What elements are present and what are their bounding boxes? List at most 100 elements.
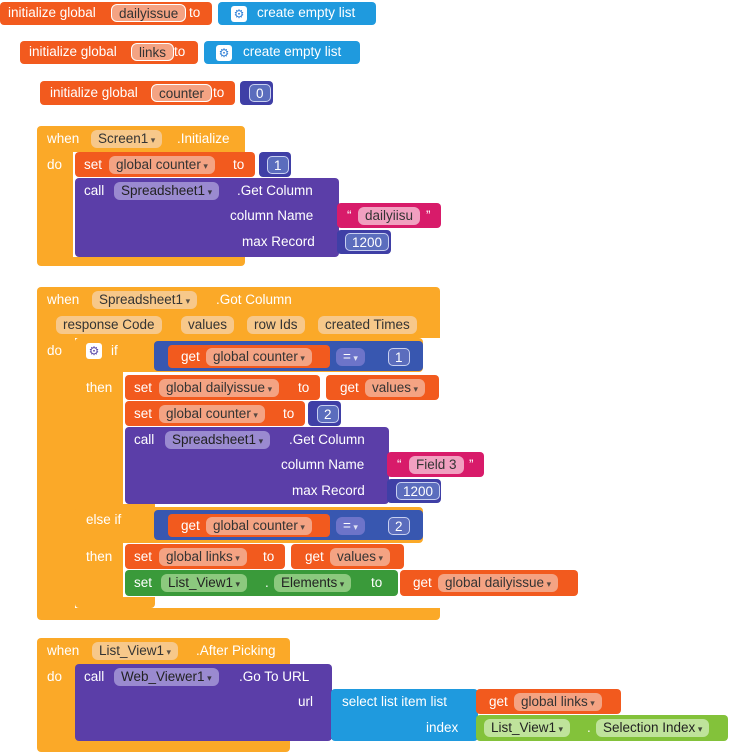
url-label: url [298, 694, 314, 709]
get-label: get [305, 549, 324, 564]
var-dropdown[interactable]: global counter [109, 156, 215, 174]
event-name-label: .Got Column [216, 292, 292, 307]
operator-dropdown[interactable]: = [336, 348, 365, 366]
var-name-pill[interactable]: counter [151, 84, 213, 102]
set-label: set [134, 549, 153, 564]
method-label: .Go To URL [239, 669, 310, 684]
operator-dropdown[interactable]: = [336, 517, 365, 535]
gear-icon[interactable]: ⚙ [216, 45, 232, 61]
call-label: call [84, 669, 105, 684]
var-dropdown[interactable]: values [330, 548, 391, 566]
component-dropdown[interactable]: Web_Viewer1 [114, 668, 219, 686]
param-row-ids[interactable]: row Ids [247, 316, 305, 334]
event-name-label: .After Picking [196, 643, 276, 658]
set-label: set [134, 406, 153, 421]
method-label: .Get Column [237, 183, 313, 198]
select-list-item-block[interactable] [331, 689, 478, 741]
gear-icon[interactable]: ⚙ [231, 6, 247, 22]
init-label: initialize global [50, 85, 138, 100]
to-label: to [263, 549, 275, 564]
var-name-pill[interactable]: dailyissue [111, 4, 187, 22]
call-label: call [84, 183, 105, 198]
then-label: then [86, 549, 113, 564]
component-dropdown[interactable]: Spreadsheet1 [114, 182, 220, 200]
method-label: .Get Column [289, 432, 365, 447]
do-label: do [47, 343, 63, 358]
number-value[interactable]: 2 [388, 517, 410, 535]
number-value[interactable]: 1 [267, 156, 289, 174]
do-label: do [47, 669, 63, 684]
set-label: set [84, 157, 103, 172]
text-value[interactable]: dailyiisu [358, 207, 421, 225]
to-label: to [189, 5, 201, 20]
param-column-name-label: column Name [230, 208, 314, 223]
var-dropdown[interactable]: global dailyissue [438, 574, 559, 592]
event-name-label: .Initialize [177, 131, 230, 146]
component-dropdown[interactable]: List_View1 [161, 574, 248, 592]
set-label: set [134, 380, 153, 395]
component-dropdown[interactable]: Screen1 [91, 130, 163, 148]
to-label: to [233, 157, 245, 172]
component-dropdown[interactable]: Spreadsheet1 [165, 431, 271, 449]
get-label: get [340, 380, 359, 395]
when-label: when [47, 643, 80, 658]
var-dropdown[interactable]: global links [514, 693, 602, 711]
to-label: to [213, 85, 225, 100]
quote-close: ” [469, 457, 474, 472]
create-empty-list-label: create empty list [257, 5, 356, 20]
var-dropdown[interactable]: global counter [206, 348, 312, 366]
to-label: to [371, 575, 383, 590]
component-dropdown[interactable]: Spreadsheet1 [92, 291, 198, 309]
param-values[interactable]: values [181, 316, 235, 334]
get-label: get [489, 694, 508, 709]
property-dropdown[interactable]: Elements [274, 574, 352, 592]
number-value[interactable]: 0 [249, 84, 271, 102]
mutator-gear-icon[interactable]: ⚙ [86, 343, 102, 359]
get-label: get [181, 518, 200, 533]
to-label: to [283, 406, 295, 421]
dot-label: . [587, 720, 591, 735]
quote-open: “ [347, 208, 352, 223]
to-label: to [298, 380, 310, 395]
var-dropdown[interactable]: global dailyissue [159, 379, 280, 397]
number-value[interactable]: 1 [388, 348, 410, 366]
number-value[interactable]: 1200 [396, 482, 441, 500]
param-response-code[interactable]: response Code [56, 316, 162, 334]
quote-open: “ [397, 457, 402, 472]
param-column-name-label: column Name [281, 457, 365, 472]
component-dropdown[interactable]: List_View1 [484, 719, 571, 737]
param-max-record-label: max Record [292, 483, 365, 498]
var-dropdown[interactable]: global links [159, 548, 247, 566]
number-value[interactable]: 1200 [345, 233, 390, 251]
get-label: get [181, 349, 200, 364]
text-value[interactable]: Field 3 [409, 456, 464, 474]
var-dropdown[interactable]: values [365, 379, 426, 397]
create-empty-list-label: create empty list [243, 44, 342, 59]
param-max-record-label: max Record [242, 234, 315, 249]
if-label: if [111, 343, 118, 358]
var-dropdown[interactable]: global counter [206, 517, 312, 535]
when-label: when [47, 292, 80, 307]
init-label: initialize global [8, 5, 96, 20]
create-empty-list-block[interactable] [204, 41, 360, 64]
select-list-item-label: select list item list [342, 694, 448, 709]
property-dropdown[interactable]: Selection Index [596, 719, 710, 737]
do-label: do [47, 157, 63, 172]
to-label: to [174, 44, 186, 59]
when-label: when [47, 131, 80, 146]
param-created-times[interactable]: created Times [318, 316, 417, 334]
number-value[interactable]: 2 [317, 405, 339, 423]
get-label: get [413, 575, 432, 590]
var-dropdown[interactable]: global counter [159, 405, 265, 423]
quote-close: ” [426, 208, 431, 223]
then-label: then [86, 380, 113, 395]
set-label: set [134, 575, 153, 590]
index-label: index [426, 720, 459, 735]
dot-label: . [265, 575, 269, 590]
var-name-pill[interactable]: links [131, 43, 175, 61]
call-label: call [134, 432, 155, 447]
create-empty-list-block[interactable] [218, 2, 376, 25]
component-dropdown[interactable]: List_View1 [92, 642, 179, 660]
else-if-label: else if [86, 512, 122, 527]
init-label: initialize global [29, 44, 117, 59]
